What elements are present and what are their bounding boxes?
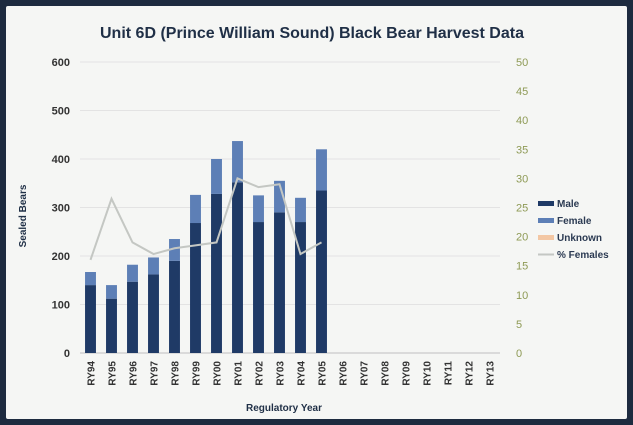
y-tick-label: 400 xyxy=(52,154,70,166)
line-percent-females xyxy=(89,177,322,261)
x-tick-label: RY99 xyxy=(192,361,203,386)
bar-female xyxy=(85,272,96,286)
y2-tick-label: 40 xyxy=(516,115,528,127)
y-tick-label: 0 xyxy=(64,348,70,360)
bar-series xyxy=(85,141,327,353)
chart-frame: Unit 6D (Prince William Sound) Black Bea… xyxy=(6,6,627,419)
x-tick-label: RY03 xyxy=(276,361,287,386)
bar-male xyxy=(148,274,159,353)
y2-tick-label: 20 xyxy=(516,232,528,244)
x-tick-label: RY95 xyxy=(108,361,119,386)
y-tick-label: 100 xyxy=(52,300,70,312)
legend: Male Female Unknown % Females xyxy=(538,199,609,261)
x-tick-label: RY07 xyxy=(360,361,371,386)
bar-female xyxy=(169,239,180,261)
x-tick-label: RY94 xyxy=(87,361,98,386)
bar-male xyxy=(211,193,222,353)
x-tick-label: RY09 xyxy=(402,361,413,386)
x-tick-label: RY12 xyxy=(465,361,476,386)
x-tick-label: RY10 xyxy=(423,361,434,386)
bar-female xyxy=(274,180,285,213)
bar-male xyxy=(253,222,264,353)
right-axis-ticks: 0 5 10 15 20 25 30 35 40 45 50 xyxy=(516,57,528,360)
bar-female xyxy=(211,159,222,194)
legend-label: Male xyxy=(557,199,580,210)
legend-swatch xyxy=(538,201,554,206)
y-axis-title: Sealed Bears xyxy=(18,184,29,247)
x-tick-label: RY97 xyxy=(150,361,161,386)
chart-title: Unit 6D (Prince William Sound) Black Bea… xyxy=(100,25,524,42)
bar-male xyxy=(190,223,201,353)
bar-female xyxy=(127,264,138,282)
y2-tick-label: 5 xyxy=(516,319,522,331)
bar-male xyxy=(316,190,327,353)
bar-female xyxy=(295,197,306,223)
legend-label: % Females xyxy=(557,250,609,261)
x-axis-ticks: RY94 RY95 RY96 RY97 RY98 RY99 RY00 RY01 RY02 RY03… xyxy=(87,361,497,386)
x-tick-label: RY11 xyxy=(444,361,455,386)
bar-female xyxy=(106,285,117,299)
y2-tick-label: 10 xyxy=(516,290,528,302)
bar-male xyxy=(85,285,96,353)
y-tick-label: 600 xyxy=(52,57,70,69)
bar-male xyxy=(232,182,243,353)
x-tick-label: RY13 xyxy=(486,361,497,386)
x-tick-label: RY08 xyxy=(381,361,392,386)
legend-swatch xyxy=(538,218,554,223)
bar-female xyxy=(148,257,159,275)
legend-label: Female xyxy=(557,216,592,227)
bar-female xyxy=(316,149,327,191)
chart-canvas: Unit 6D (Prince William Sound) Black Bea… xyxy=(18,25,609,414)
y2-tick-label: 25 xyxy=(516,203,528,215)
x-tick-label: RY96 xyxy=(129,361,140,386)
y2-tick-label: 0 xyxy=(516,348,522,360)
legend-swatch xyxy=(538,235,554,240)
bar-female xyxy=(232,141,243,183)
x-tick-label: RY00 xyxy=(213,361,224,386)
x-axis-title: Regulatory Year xyxy=(246,403,322,414)
bar-female xyxy=(190,194,201,224)
bar-male xyxy=(127,281,138,353)
x-tick-label: RY01 xyxy=(234,361,245,386)
bar-male xyxy=(169,260,180,353)
y-tick-label: 500 xyxy=(52,106,70,118)
x-tick-label: RY06 xyxy=(339,361,350,386)
y-tick-label: 200 xyxy=(52,251,70,263)
y2-tick-label: 45 xyxy=(516,86,528,98)
x-tick-label: RY04 xyxy=(297,361,308,386)
y2-tick-label: 30 xyxy=(516,173,528,185)
legend-label: Unknown xyxy=(557,233,602,244)
y-tick-label: 300 xyxy=(52,203,70,215)
x-tick-label: RY98 xyxy=(171,361,182,386)
y2-tick-label: 35 xyxy=(516,144,528,156)
y2-tick-label: 50 xyxy=(516,57,528,69)
y2-tick-label: 15 xyxy=(516,261,528,273)
gridlines xyxy=(80,61,500,354)
bar-male xyxy=(274,212,285,353)
bar-female xyxy=(253,195,264,223)
bar-male xyxy=(106,298,117,353)
x-tick-label: RY05 xyxy=(318,361,329,386)
x-tick-label: RY02 xyxy=(255,361,266,386)
line-series xyxy=(89,177,322,261)
left-axis-ticks: 0 100 200 300 400 500 600 xyxy=(52,57,70,360)
bar-male xyxy=(295,222,306,353)
